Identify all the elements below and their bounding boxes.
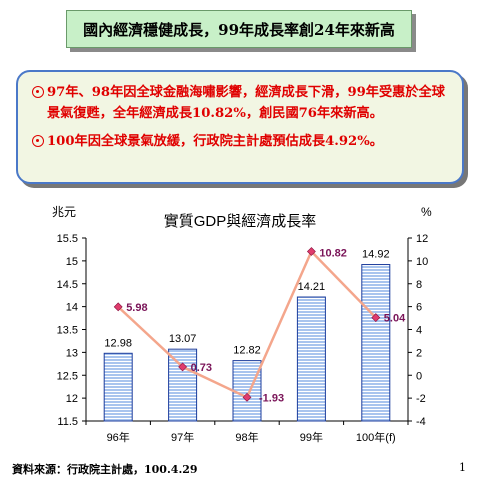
growth-value-label: 10.82 [319,247,347,259]
gdp-chart: 實質GDP與經濟成長率 兆元% 15.5 15 14.5 14 13.5 13 12.5 12 11… [0,196,480,458]
source-note: 資料來源：行政院主計處，100.4.29 [12,463,198,476]
growth-point-3 [306,247,316,256]
right-tick-label: 4 [416,325,422,337]
bullet-text: 97年、98年因全球金融海嘯影響，經濟成長下滑，99年受惠於全球景氣復甦，全年經… [47,85,445,121]
left-tick-label: 13 [66,347,78,359]
chart-title: 實質GDP與經濟成長率 [164,212,317,230]
growth-value-label: 5.04 [384,313,406,325]
bar-4 [361,264,391,422]
growth-value-label: -1.93 [259,392,284,404]
right-tick-label: 0 [416,370,422,382]
x-tick-label: 100年(f) [356,430,396,444]
left-tick-label: 12 [66,393,78,405]
chart-svg: 實質GDP與經濟成長率 兆元 % 15.5 15 14.5 14 13.5 13 12.5 12 11… [52,205,432,444]
right-tick-label: 6 [416,302,422,314]
page-title: 國內經濟穩健成長，99年成長率創24年來新高 [66,10,412,48]
target-bullet-icon [32,86,44,98]
bullet-item: 100年因全球景氣放緩，行政院主計處預估成長4.92%。 [32,131,452,152]
bar-1 [168,348,198,422]
left-tick-label: 15.5 [57,233,78,245]
bullet-text: 100年因全球景氣放緩，行政院主計處預估成長4.92%。 [47,134,383,149]
bar-value-label: 12.82 [233,345,261,357]
bar-value-label: 13.07 [169,333,197,345]
bar-value-label: 14.21 [298,281,326,293]
growth-point-2 [242,392,252,402]
growth-point-0 [113,302,123,312]
bar-3 [296,296,326,422]
target-bullet-icon [32,135,44,147]
right-tick-label: 8 [416,279,422,291]
right-tick-label: -2 [416,393,426,405]
left-tick-label: 15 [66,256,78,268]
x-tick-label: 97年 [171,430,194,444]
growth-value-label: 5.98 [126,302,147,314]
x-tick-label: 98年 [235,430,258,444]
bullet-item: 97年、98年因全球金融海嘯影響，經濟成長下滑，99年受惠於全球景氣復甦，全年經… [32,82,452,124]
left-tick-label: 14.5 [57,279,78,291]
right-tick-label: 2 [416,347,422,359]
page-title-text: 國內經濟穩健成長，99年成長率創24年來新高 [83,20,395,39]
bar-2 [232,360,262,422]
left-axis-label: 兆元 [52,205,76,219]
left-tick-label: 12.5 [57,370,78,382]
right-tick-label: 10 [416,256,428,268]
left-tick-label: 13.5 [57,325,78,337]
growth-point-1 [178,362,188,372]
page-number: 1 [459,461,466,474]
right-tick-label: -4 [416,416,426,428]
bar-0 [103,352,133,422]
x-tick-label: 99年 [300,430,323,444]
summary-box: 97年、98年因全球金融海嘯影響，經濟成長下滑，99年受惠於全球景氣復甦，全年經… [16,70,464,184]
bar-value-label: 12.98 [104,337,132,349]
x-tick-label: 96年 [107,430,130,444]
right-tick-label: 12 [416,233,428,245]
growth-point-4 [371,313,381,323]
growth-value-label: 0.73 [191,362,212,374]
right-axis-label: % [421,205,432,219]
left-tick-label: 11.5 [57,416,78,428]
left-tick-label: 14 [66,302,78,314]
bar-value-label: 14.92 [362,249,390,261]
